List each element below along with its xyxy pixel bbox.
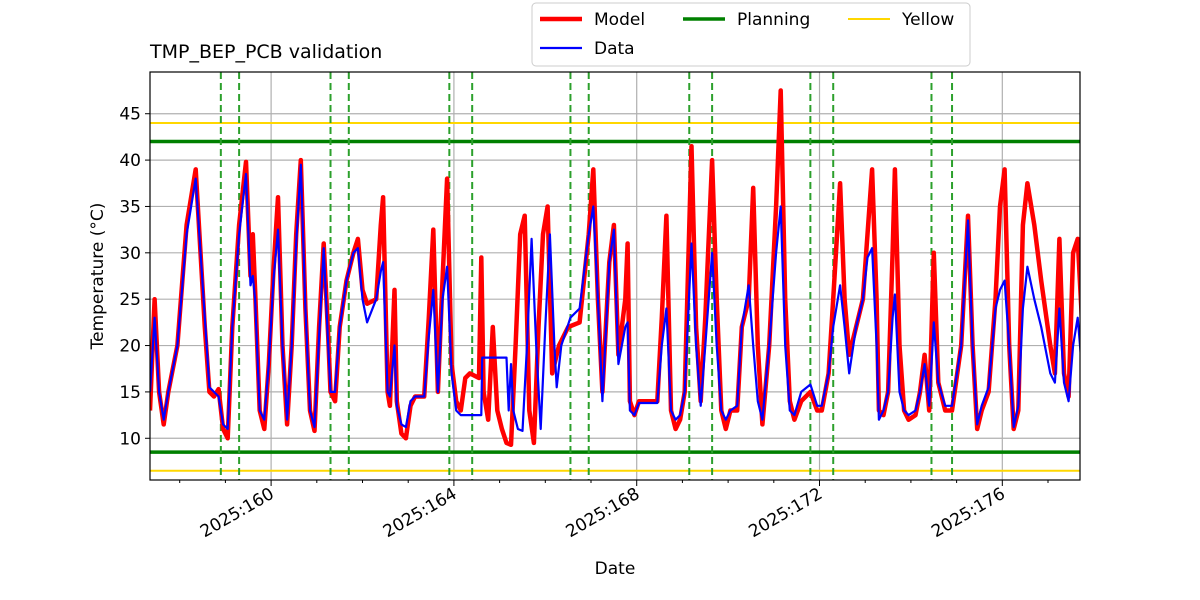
- y-tick-label: 30: [119, 244, 141, 264]
- y-tick-label: 10: [119, 429, 141, 449]
- y-tick-label: 40: [119, 151, 141, 171]
- legend-label-yellow: Yellow: [901, 10, 954, 30]
- legend-label-planning: Planning: [737, 10, 810, 30]
- legend-label-model: Model: [594, 10, 645, 30]
- series-lines: [150, 88, 1080, 448]
- x-tick-label: 2025:176: [928, 484, 1009, 542]
- x-tick-label: 2025:160: [197, 484, 278, 542]
- y-tick-label: 20: [119, 337, 141, 357]
- y-tick-label: 25: [119, 290, 141, 310]
- y-tick-label: 45: [119, 105, 141, 125]
- y-tick-label: 15: [119, 383, 141, 403]
- y-axis-label: Temperature (°C): [88, 203, 108, 351]
- x-tick-label: 2025:168: [563, 484, 644, 542]
- chart-title: TMP_BEP_PCB validation: [149, 41, 382, 63]
- limit-lines: [150, 122, 1080, 472]
- legend: Model Data Planning Yellow: [531, 2, 971, 67]
- x-tick-label: 2025:172: [745, 484, 826, 542]
- plot-frame: [149, 71, 1081, 481]
- y-axis: 10 15 20 25 30 35 40 45: [119, 105, 150, 449]
- x-axis: 2025:160 2025:164 2025:168 2025:172 2025:176: [179, 480, 1049, 542]
- legend-label-data: Data: [594, 39, 635, 59]
- y-tick-label: 35: [119, 197, 141, 217]
- x-axis-label: Date: [595, 559, 636, 579]
- x-tick-label: 2025:164: [380, 484, 461, 542]
- data-series-line: [150, 163, 1080, 432]
